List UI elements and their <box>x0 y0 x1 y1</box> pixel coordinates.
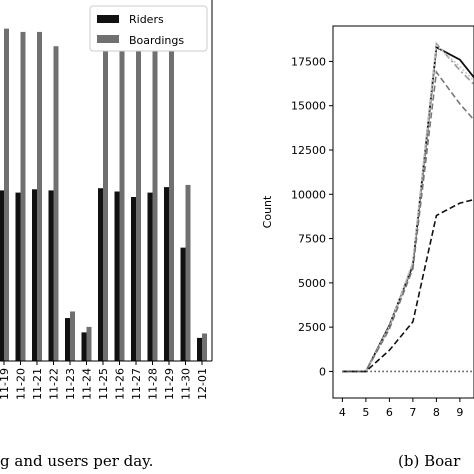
right-line-chart <box>342 41 474 373</box>
right-x-tick-label: 7 <box>409 406 416 419</box>
boardings-bar-11-30 <box>185 184 191 361</box>
legend: Riders Boardings <box>89 5 208 52</box>
riders-bar-11-26 <box>114 191 120 361</box>
riders-bar-11-23 <box>65 318 70 361</box>
right-y-tick-label: 5000 <box>298 277 326 290</box>
right-caption: (b) Boar <box>398 452 461 470</box>
right-y-tick-label: 17500 <box>291 55 326 68</box>
riders-bar-11-22 <box>48 190 54 361</box>
legend-swatch-boardings <box>97 35 119 43</box>
right-y-tick-label: 12500 <box>291 144 326 157</box>
right-y-tick-label: 15000 <box>291 100 326 113</box>
boardings-bar-11-27 <box>136 40 141 361</box>
boardings-bar-11-21 <box>37 31 42 361</box>
riders-bar-11-28 <box>147 192 153 361</box>
left-x-tick-label: 12-01 <box>196 368 209 400</box>
left-x-tick-label: 11-27 <box>130 368 143 400</box>
right-x-tick-label: 9 <box>456 406 463 419</box>
riders-bar-11-24 <box>81 332 87 361</box>
boardings-bar-11-26 <box>119 39 125 362</box>
boardings-bar-11-22 <box>53 46 59 361</box>
left-x-tick-label: 11-24 <box>81 368 94 400</box>
boardings-bar-11-20 <box>20 31 26 361</box>
right-y-tick-label: 0 <box>319 365 326 378</box>
left-x-tick-label: 11-22 <box>48 368 61 400</box>
left-caption: g and users per day. <box>0 452 153 470</box>
riders-bar-11-21 <box>32 189 37 361</box>
left-x-tick-labels: 11-19 11-20 11-21 11-22 11-23 11-24 11-25 11-26… <box>0 361 209 400</box>
left-x-tick-label: 11-30 <box>180 368 193 400</box>
right-x-tick-labels: 4 5 6 7 8 9 <box>339 398 463 419</box>
legend-swatch-riders <box>97 15 119 23</box>
left-x-tick-label: 11-25 <box>97 368 110 400</box>
right-y-tick-label: 10000 <box>291 188 326 201</box>
right-y-tick-label: 2500 <box>298 321 326 334</box>
boardings-bar-11-24 <box>86 326 92 361</box>
riders-bar-11-19 <box>0 190 4 361</box>
right-x-tick-label: 8 <box>433 406 440 419</box>
boardings-bar-11-25 <box>103 39 108 362</box>
left-x-tick-label: 11-19 <box>0 368 11 400</box>
riders-bar-12-01 <box>197 337 202 361</box>
legend-frame <box>89 5 208 52</box>
right-y-tick-label: 7500 <box>298 233 326 246</box>
riders-bar-11-30 <box>180 247 186 361</box>
legend-label-boardings: Boardings <box>129 34 184 47</box>
riders-bar-11-20 <box>15 192 21 361</box>
left-x-tick-label: 11-26 <box>114 368 127 400</box>
right-x-tick-label: 5 <box>362 406 369 419</box>
boardings-bar-11-28 <box>152 39 158 362</box>
boardings-bar-11-23 <box>70 311 75 361</box>
right-y-tick-labels: 0 2500 5000 7500 10000 12500 15000 17500 <box>291 55 333 378</box>
boardings-bar-12-01 <box>202 333 207 361</box>
left-x-tick-label: 11-23 <box>64 368 77 400</box>
boardings-bar-11-29 <box>169 44 174 362</box>
left-bar-chart <box>0 28 207 362</box>
boardings-bar-11-19 <box>4 28 9 362</box>
riders-bar-11-27 <box>131 197 136 361</box>
right-series-line-3 <box>342 43 474 373</box>
left-x-tick-label: 11-20 <box>15 368 28 400</box>
right-plot-frame <box>332 25 474 399</box>
right-x-tick-label: 6 <box>386 406 393 419</box>
right-series-line-5 <box>342 198 474 373</box>
left-x-tick-label: 11-21 <box>31 368 44 400</box>
legend-label-riders: Riders <box>129 13 164 26</box>
right-series-line-2 <box>342 41 474 373</box>
right-x-tick-label: 4 <box>339 406 346 419</box>
left-x-tick-label: 11-29 <box>163 368 176 400</box>
riders-bar-11-25 <box>98 188 103 361</box>
right-y-axis-label: Count <box>261 195 274 228</box>
left-x-tick-label: 11-28 <box>147 368 160 400</box>
riders-bar-11-29 <box>164 187 169 361</box>
